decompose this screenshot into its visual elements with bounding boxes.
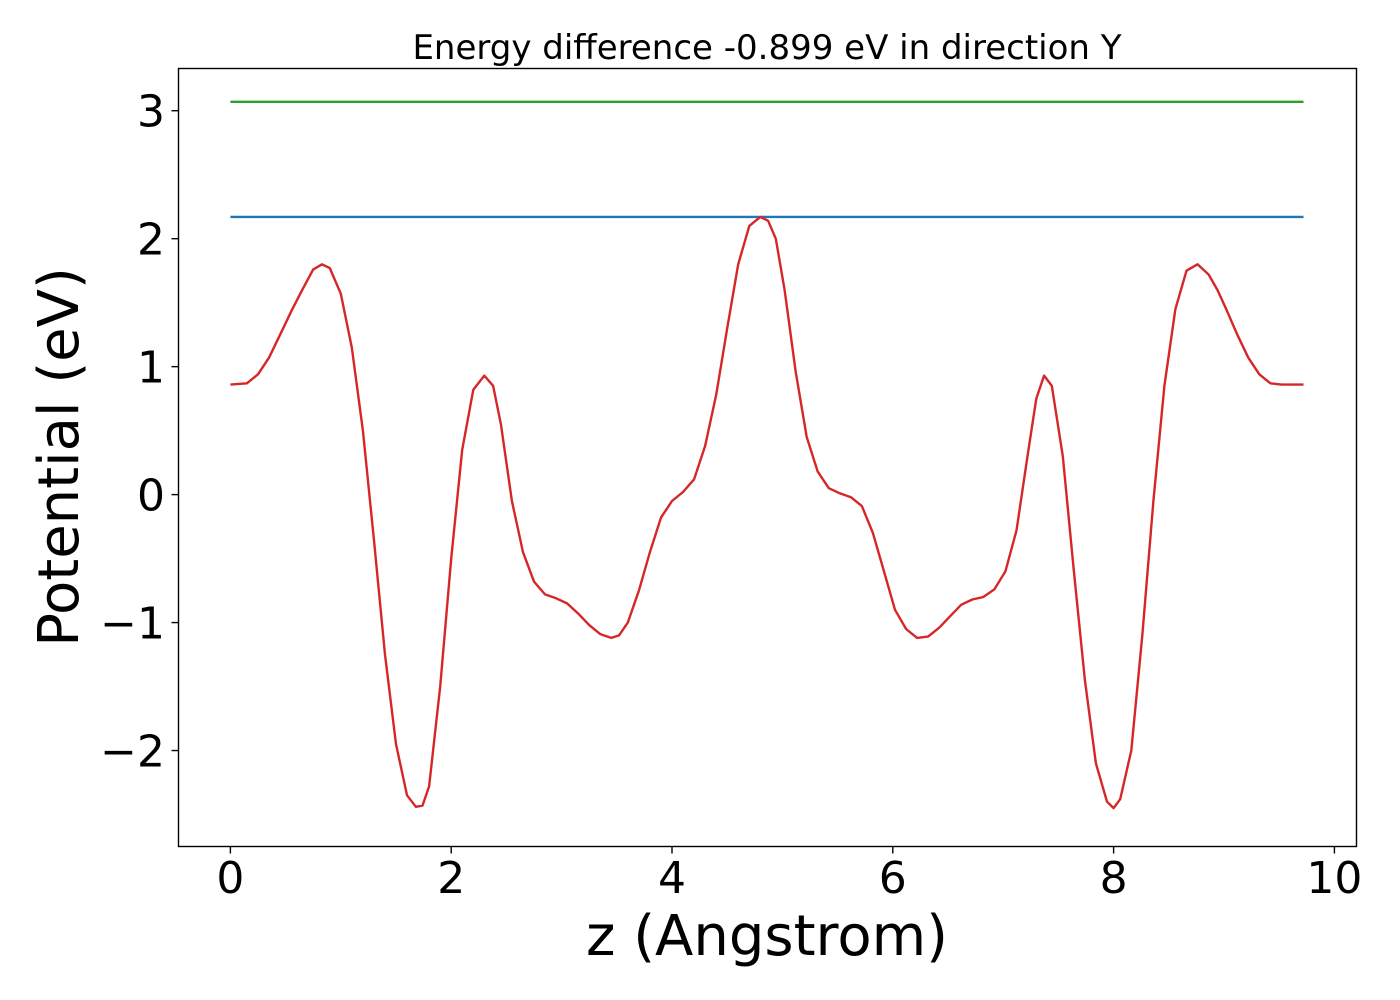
x-tick-label: 4: [658, 853, 686, 904]
y-tick-label: 2: [137, 215, 165, 266]
y-tick-label: −1: [100, 599, 165, 650]
series-layer: [230, 100, 1304, 810]
y-axis-label: Potential (eV): [27, 267, 92, 647]
y-tick-label: 1: [137, 343, 165, 394]
ticks-layer: 0 2 4 6 8 10 −2 −1 0 1 2 3: [100, 87, 1362, 904]
x-tick-label: 0: [216, 853, 244, 904]
y-tick-label: −2: [100, 727, 165, 778]
x-tick-label: 6: [879, 853, 907, 904]
y-tick-label: 0: [137, 471, 165, 522]
y-tick-label: 3: [137, 87, 165, 138]
x-tick-label: 8: [1100, 853, 1128, 904]
plot-frame: [177, 67, 1358, 848]
x-tick-label: 10: [1306, 853, 1362, 904]
series-line-red: [230, 215, 1304, 810]
chart-title: Energy difference -0.899 eV in direction…: [412, 28, 1121, 68]
x-axis-label: z (Angstrom): [586, 904, 948, 969]
x-tick-label: 2: [437, 853, 465, 904]
